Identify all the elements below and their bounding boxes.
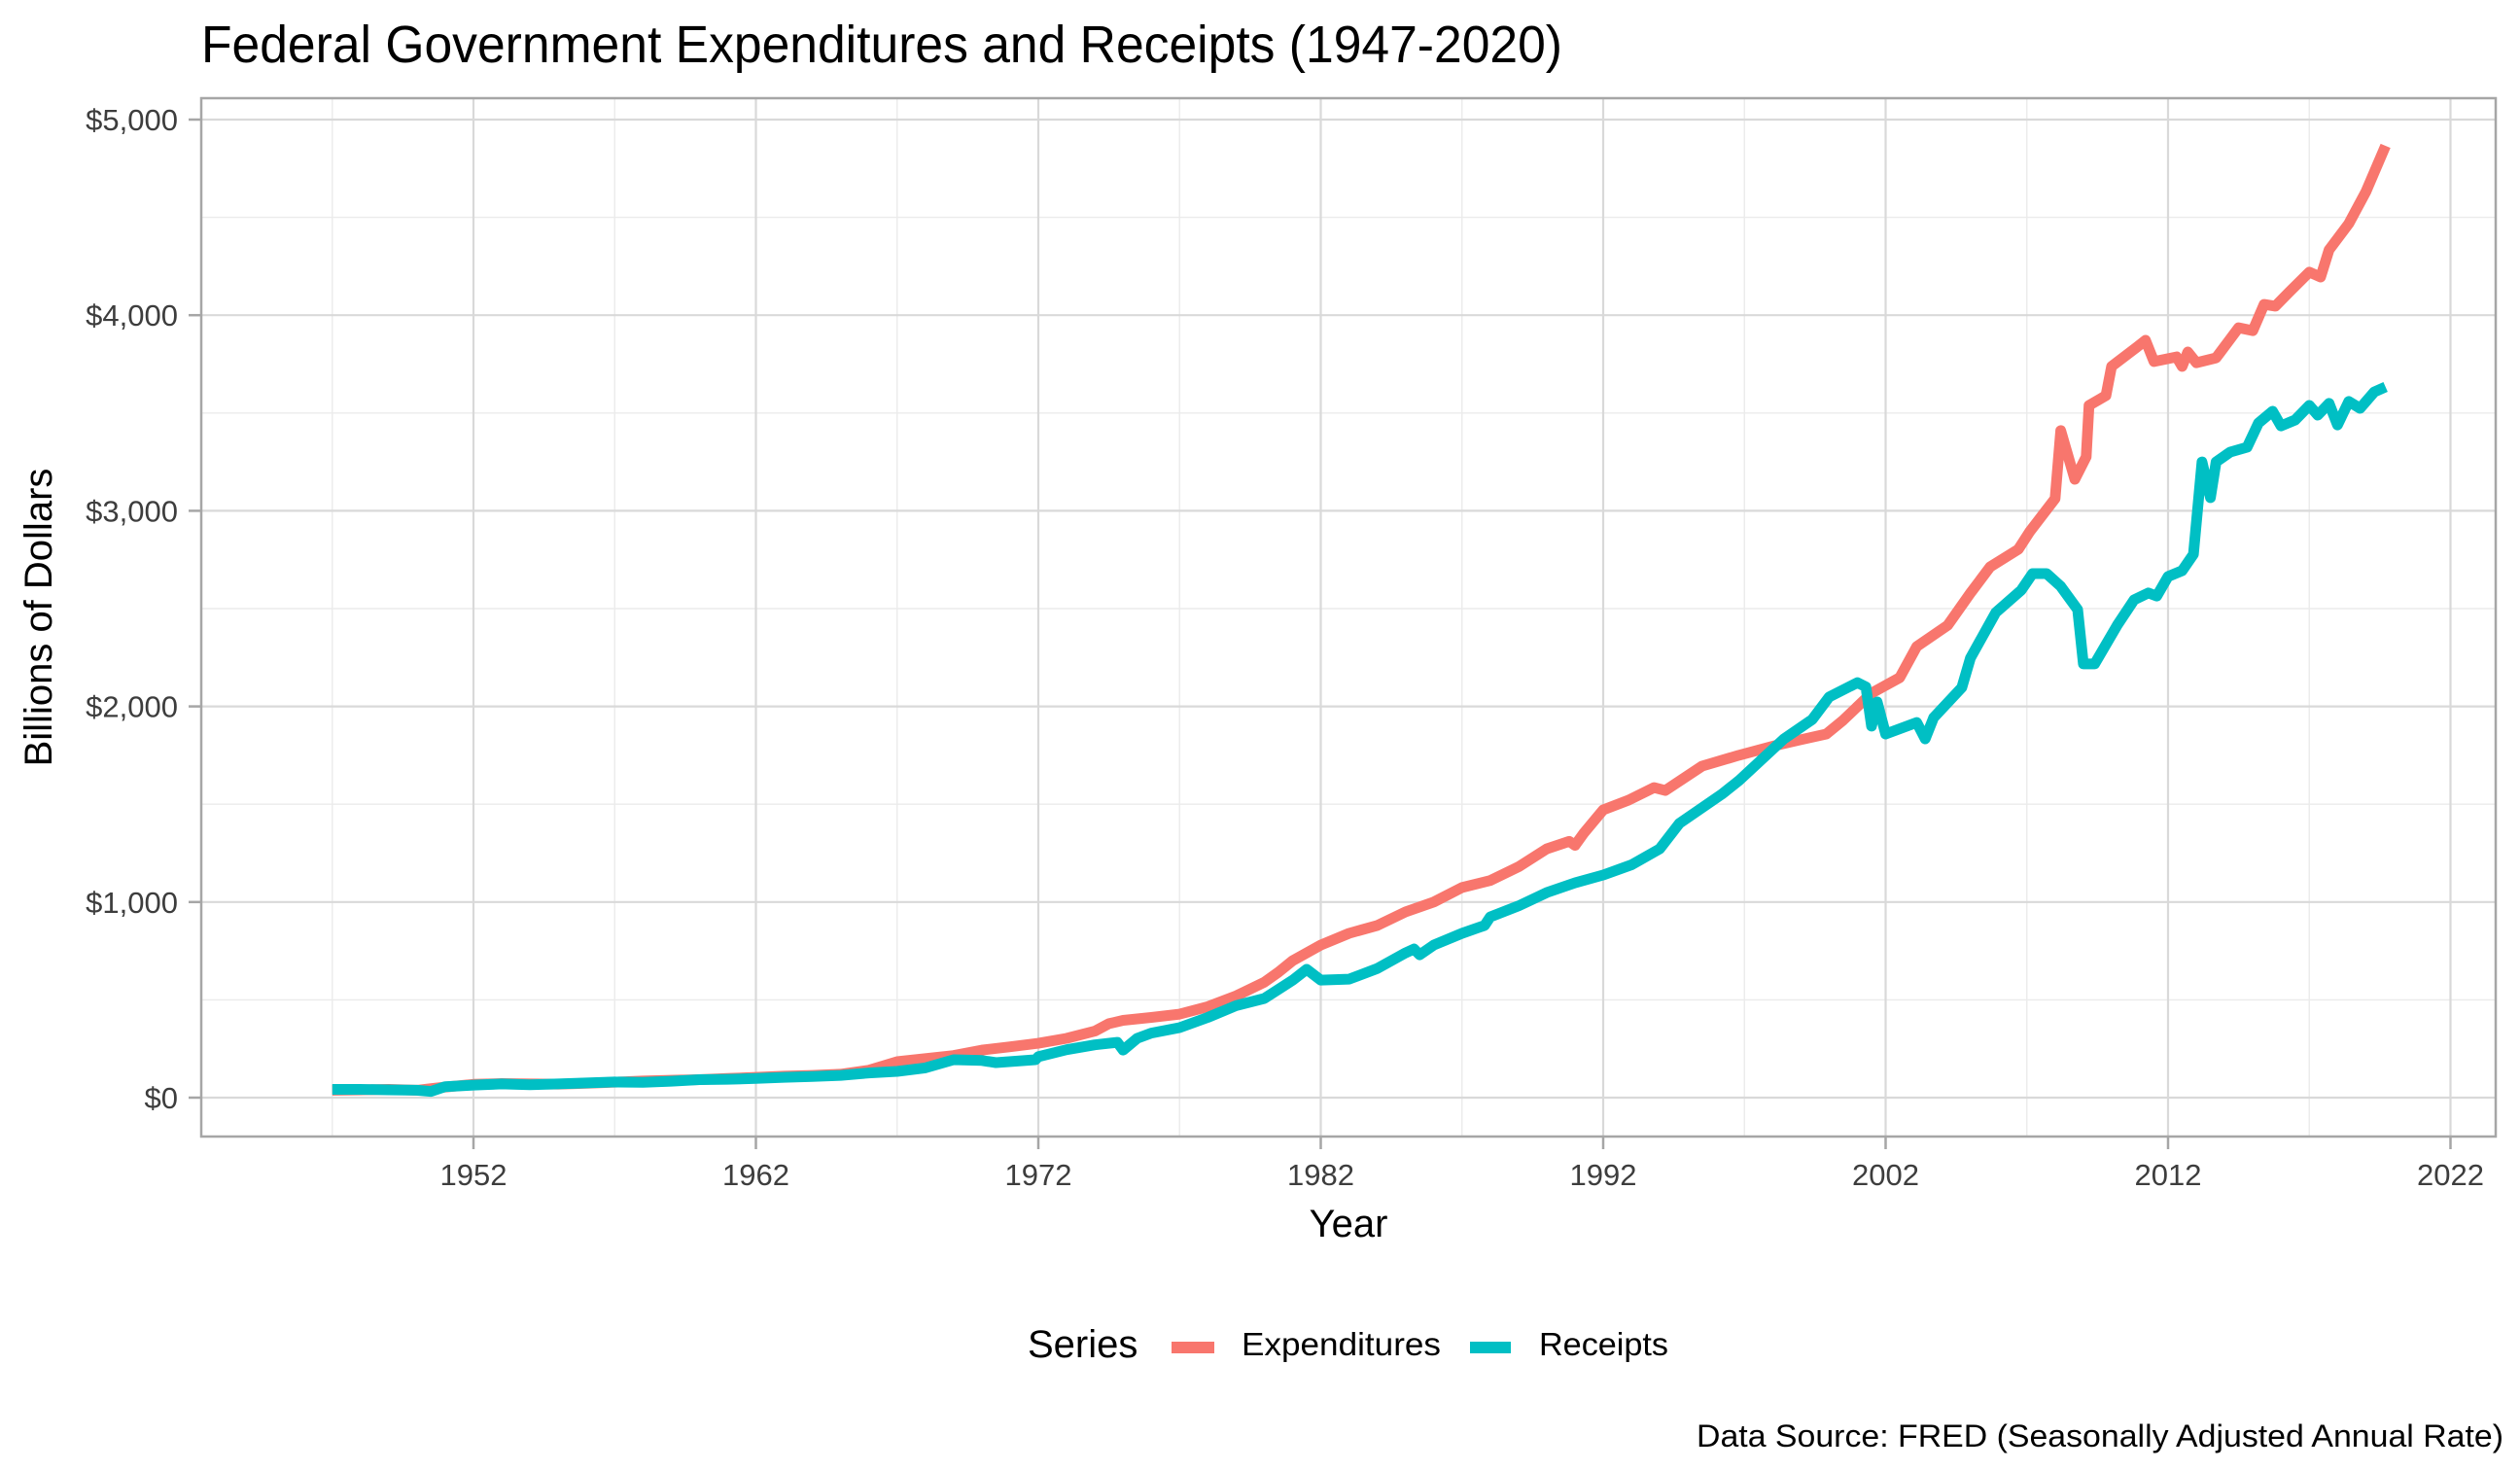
legend-title: Series: [1028, 1323, 1138, 1366]
legend-key-expenditures: [1172, 1342, 1214, 1353]
x-tick-label: 1962: [722, 1158, 789, 1192]
x-tick-label: 2002: [1852, 1158, 1919, 1192]
x-axis: 1952 1962 1972 1982 1992 2002 2012 2022: [440, 1137, 2484, 1192]
x-tick-label: 1972: [1005, 1158, 1072, 1192]
y-tick-label: $1,000: [86, 886, 178, 920]
y-axis: $0 $1,000 $2,000 $3,000 $4,000 $5,000: [86, 103, 201, 1115]
y-axis-title: Billions of Dollars: [18, 469, 60, 767]
y-tick-label: $0: [145, 1081, 178, 1115]
series-layer: [332, 143, 2391, 1098]
legend-label-expenditures: Expenditures: [1242, 1326, 1441, 1362]
y-tick-label: $5,000: [86, 103, 178, 137]
y-tick-label: $2,000: [86, 690, 178, 724]
y-tick-label: $4,000: [86, 298, 178, 332]
legend-key-receipts: [1470, 1342, 1511, 1353]
major-gridlines: [201, 98, 2496, 1137]
y-tick-label: $3,000: [86, 494, 178, 528]
minor-gridlines: [201, 98, 2496, 1137]
data-source-caption: Data Source: FRED (Seasonally Adjusted A…: [1697, 1418, 2503, 1453]
legend: Series Expenditures Receipts: [1028, 1323, 1668, 1366]
x-tick-label: 1992: [1570, 1158, 1637, 1192]
x-tick-label: 1952: [440, 1158, 508, 1192]
series-line-receipts: [332, 381, 2388, 1098]
legend-label-receipts: Receipts: [1539, 1326, 1668, 1362]
x-tick-label: 1982: [1287, 1158, 1354, 1192]
x-tick-label: 2012: [2135, 1158, 2202, 1192]
x-tick-label: 2022: [2417, 1158, 2484, 1192]
chart-title: Federal Government Expenditures and Rece…: [201, 16, 1562, 74]
plot-panel-border: [199, 96, 2498, 1138]
x-axis-title: Year: [1310, 1203, 1388, 1245]
